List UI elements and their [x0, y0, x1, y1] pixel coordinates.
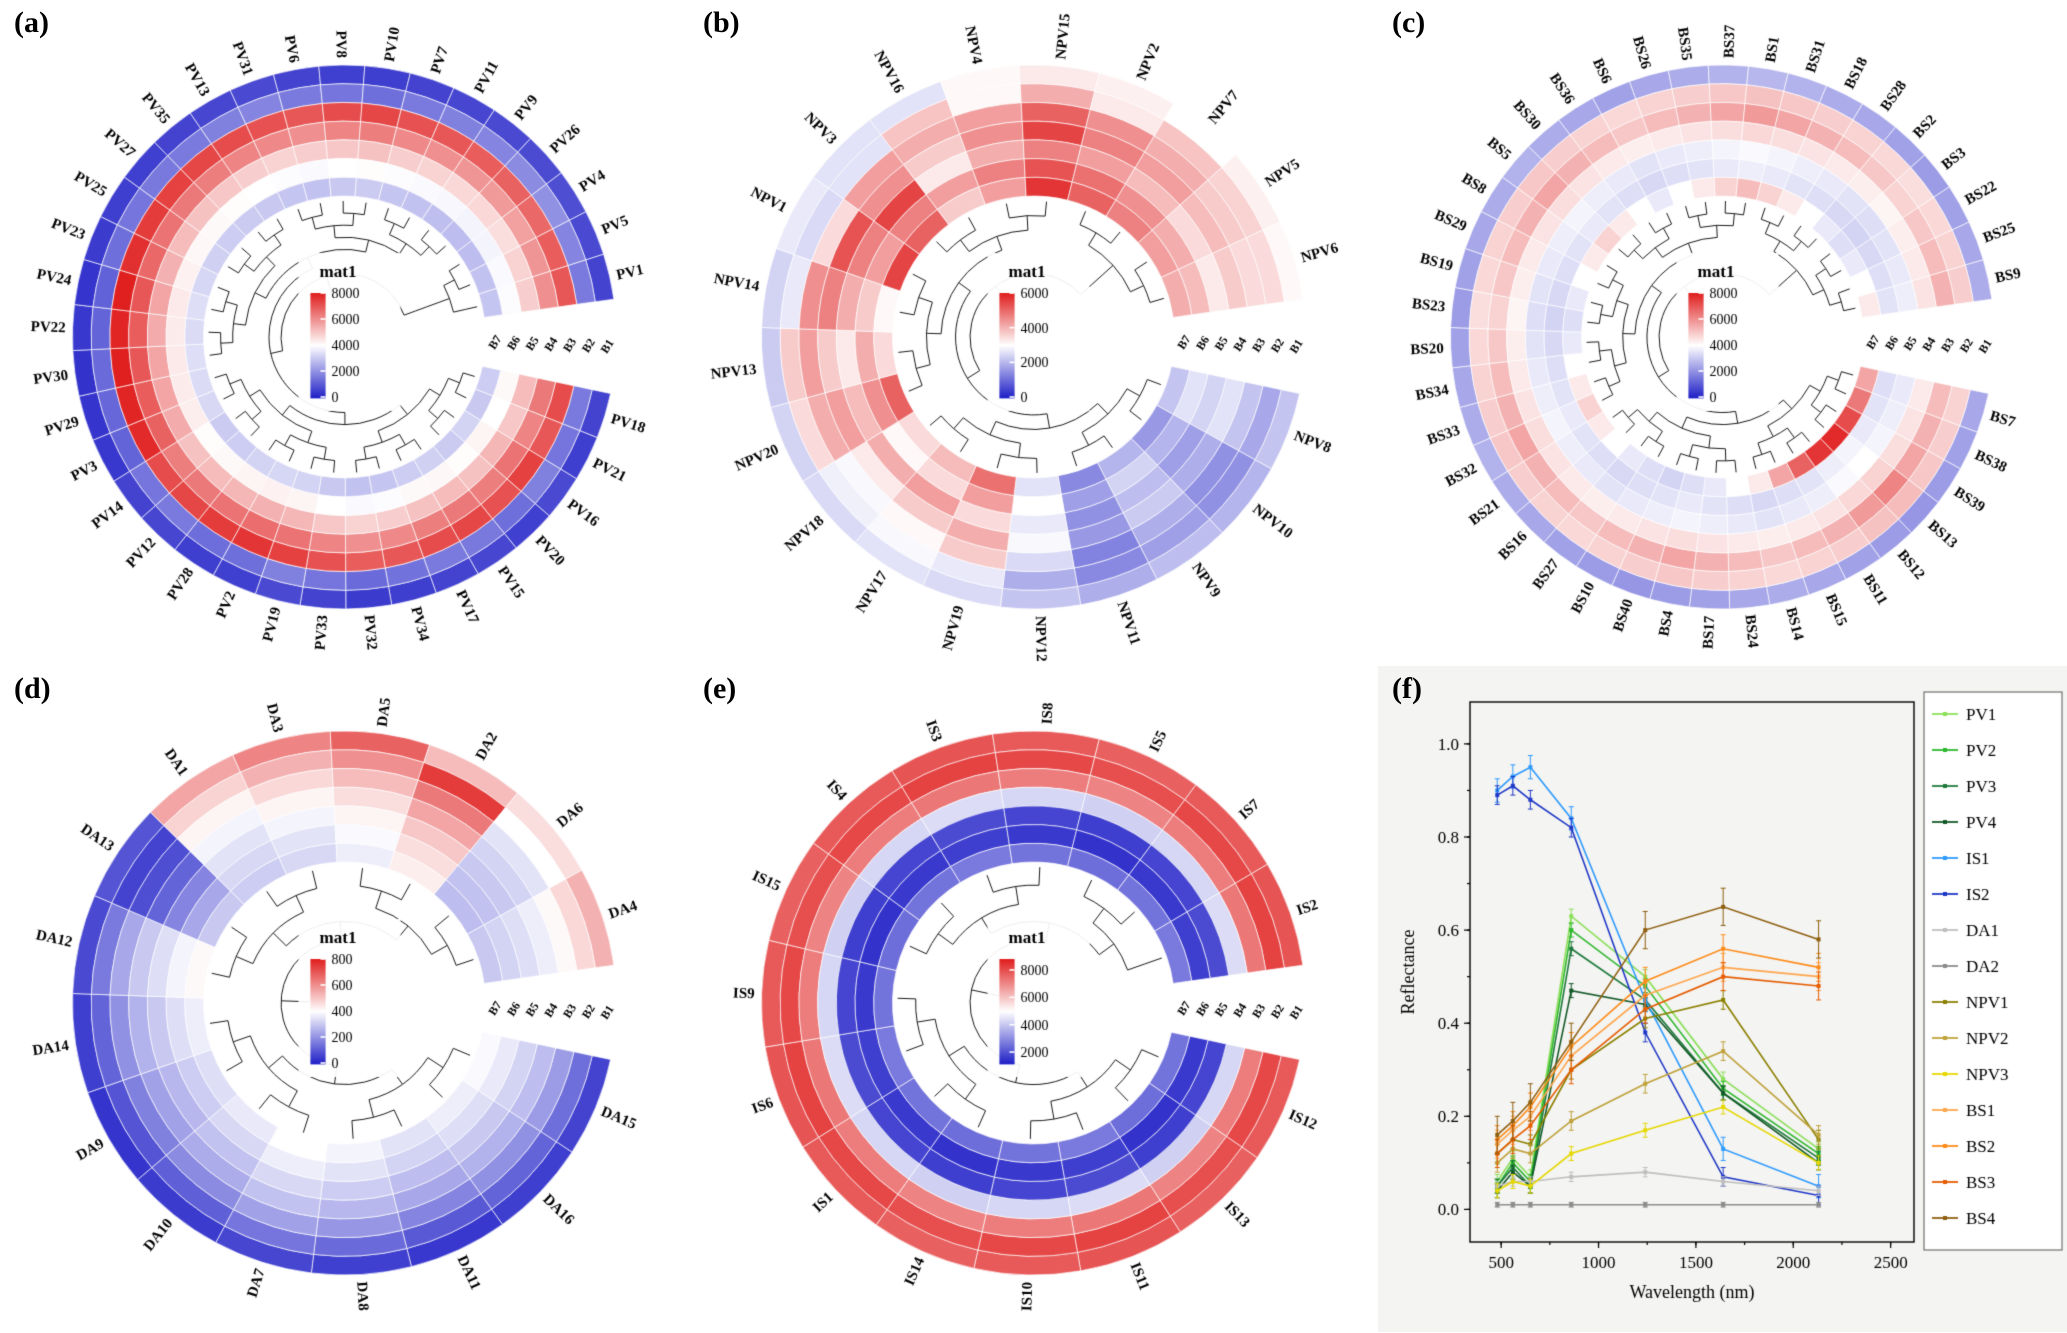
- panel-a: (a): [0, 0, 689, 666]
- panel-e: (e): [689, 666, 1378, 1333]
- panel-f-line-chart-canvas: [1378, 666, 2067, 1332]
- panel-a-label: (a): [14, 6, 49, 39]
- panel-b-label: (b): [703, 6, 740, 39]
- panel-c-heatmap-canvas: [1378, 0, 2067, 666]
- panel-b: (b): [689, 0, 1378, 666]
- panel-b-heatmap-canvas: [689, 0, 1378, 666]
- panel-c-label: (c): [1392, 6, 1426, 39]
- panel-c: (c): [1378, 0, 2067, 666]
- panel-e-label: (e): [703, 672, 737, 705]
- panel-d: (d): [0, 666, 689, 1333]
- panel-f-label: (f): [1392, 672, 1422, 705]
- panel-f: (f): [1378, 666, 2067, 1333]
- panel-d-heatmap-canvas: [0, 666, 689, 1332]
- panel-a-heatmap-canvas: [0, 0, 689, 666]
- panel-d-label: (d): [14, 672, 51, 705]
- panel-e-heatmap-canvas: [689, 666, 1378, 1332]
